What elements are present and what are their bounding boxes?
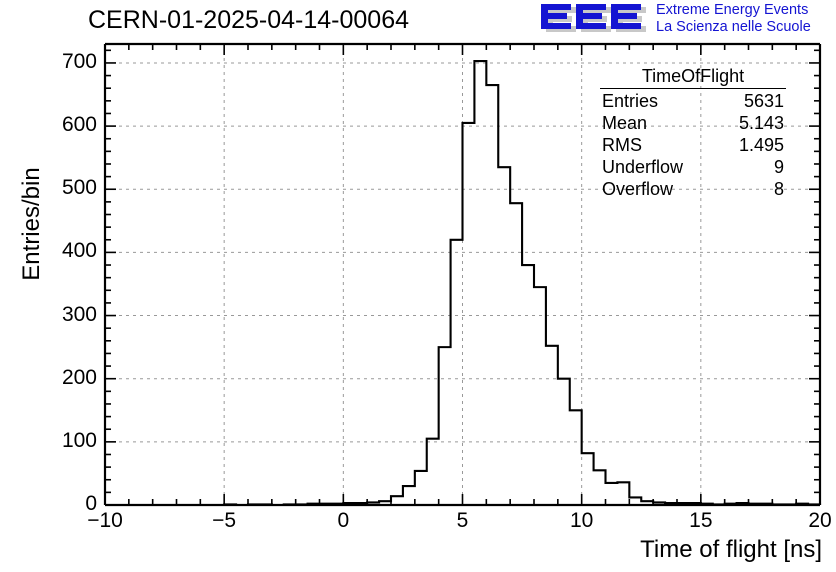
stats-box-title: TimeOfFlight [600,66,786,89]
x-tick-label: −10 [87,509,123,532]
stats-value: 5631 [743,91,784,111]
stats-key: Underflow [602,157,684,177]
stats-row-entries: Entries 5631 [598,90,788,112]
x-tick-label: 0 [337,509,350,532]
x-tick-label: 20 [808,509,832,532]
y-tick-label: 0 [85,492,97,515]
stats-value: 5.143 [738,113,784,133]
eee-logo-mark [541,4,646,32]
stats-row-rms: RMS 1.495 [598,134,788,156]
stats-key: Entries [602,91,659,111]
stats-key: Overflow [602,179,674,199]
y-tick-label: 300 [61,302,97,326]
x-tick-label: 15 [689,509,713,532]
stats-box: TimeOfFlight Entries 5631 Mean 5.143 RMS 1.49… [598,66,788,200]
stats-box-rows: Entries 5631 Mean 5.143 RMS 1.495 Underflow 9 Ov… [598,90,788,200]
y-tick-label: 400 [61,239,97,263]
stats-value: 9 [773,157,784,177]
y-tick-label: 100 [61,428,97,452]
stats-key: Mean [602,113,648,133]
x-tick-label: 10 [569,509,594,532]
eee-logo-line2: La Scienza nelle Scuole [656,19,811,35]
axis-lines-and-ticks [103,42,822,507]
y-tick-label: 600 [61,113,97,137]
x-tick-label: 5 [456,509,469,532]
eee-logo: Extreme Energy Events La Scienza nelle S… [538,2,834,38]
stats-value: 8 [773,179,784,199]
stats-row-overflow: Overflow 8 [598,178,788,200]
stats-row-underflow: Underflow 9 [598,156,788,178]
stats-key: RMS [602,135,642,155]
eee-logo-text: Extreme Energy Events La Scienza nelle S… [656,2,836,36]
stats-value: 1.495 [738,135,784,155]
y-tick-label: 700 [61,49,97,73]
eee-logo-line1: Extreme Energy Events [656,2,809,18]
x-tick-label: −5 [212,509,237,532]
y-axis-title: Entries/bin [18,167,45,281]
stats-row-mean: Mean 5.143 [598,112,788,134]
x-axis-title: Time of flight [ns] [640,536,822,563]
y-tick-label: 200 [61,365,97,389]
page-title: CERN-01-2025-04-14-00064 [88,6,410,34]
y-tick-label: 500 [61,176,97,200]
